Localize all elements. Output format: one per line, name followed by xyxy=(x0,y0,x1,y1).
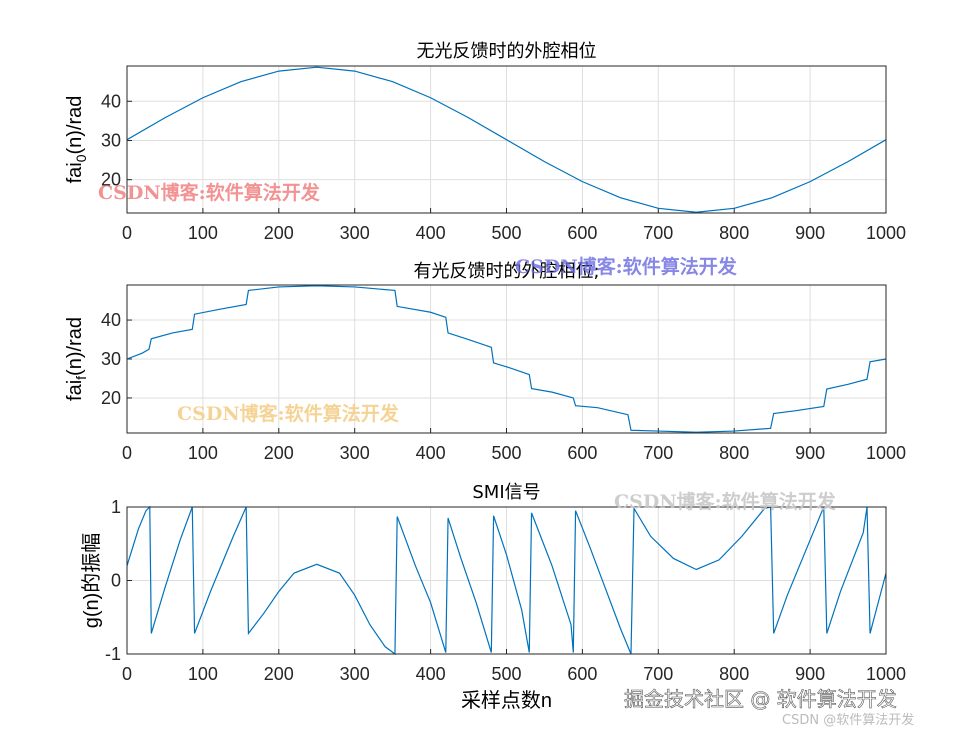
y-axis-label-3: g(n)的振幅 xyxy=(80,533,103,629)
watermark-juejin: 掘金技术社区 @ 软件算法开发 xyxy=(624,687,897,711)
series-line-faif xyxy=(126,285,887,433)
x-tick-label: 300 xyxy=(340,223,370,243)
y-tick-label: 0 xyxy=(111,571,121,591)
x-tick-label: 800 xyxy=(719,443,749,463)
x-tick-label: 900 xyxy=(795,443,825,463)
x-tick-label: 800 xyxy=(719,223,749,243)
subplot-phase-no-feedback: 0 100 200 300 400 500 600 700 800 900 1000 203040 … xyxy=(64,41,906,243)
y-axis-label-2: faif(n)/rad xyxy=(64,317,89,401)
y-tick-labels-1: 20 30 40 xyxy=(101,91,121,189)
axis-frame xyxy=(126,65,887,214)
series-fai0 xyxy=(126,65,887,214)
x-tick-label: 900 xyxy=(795,223,825,243)
y-tick-label: -1 xyxy=(105,644,121,664)
x-tick-label: 600 xyxy=(567,443,597,463)
chart-title-2: 有光反馈时的外腔相位; xyxy=(413,261,599,282)
watermark-csdn-blue: CSDN博客:软件算法开发 xyxy=(515,255,738,278)
x-tick-label: 400 xyxy=(416,223,446,243)
x-tick-label: 1000 xyxy=(866,443,906,463)
x-tick-label: 700 xyxy=(643,664,673,684)
chart-title-3: SMI信号 xyxy=(472,482,540,503)
series-faif xyxy=(126,284,887,434)
x-tick-label: 200 xyxy=(264,664,294,684)
x-tick-labels-1: 0 100 200 300 400 500 600 700 800 900 1000 xyxy=(122,223,906,243)
y-tick-labels-2: 20 30 40 xyxy=(101,310,121,408)
x-tick-label: 100 xyxy=(188,443,218,463)
x-tick-label: 1000 xyxy=(866,664,906,684)
x-axis-label-3: 采样点数n xyxy=(461,689,552,712)
y-tick-label: 40 xyxy=(101,91,121,111)
watermark-csdn-orange: CSDN博客:软件算法开发 xyxy=(177,402,400,425)
x-tick-label: 1000 xyxy=(866,223,906,243)
x-tick-label: 400 xyxy=(416,443,446,463)
series-g xyxy=(126,505,887,656)
watermark-csdn-red: CSDN博客:软件算法开发 xyxy=(98,181,321,204)
y-tick-labels-3: -1 0 1 xyxy=(105,497,121,664)
subplot-smi-signal: 0 100 200 300 400 500 600 700 800 900 1000 -101 SM… xyxy=(80,482,906,712)
x-tick-label: 600 xyxy=(567,664,597,684)
y-tick-label: 30 xyxy=(101,349,121,369)
y-tick-label: 1 xyxy=(111,497,121,517)
x-tick-label: 100 xyxy=(188,223,218,243)
axis-frame xyxy=(126,284,887,434)
y-tick-label: 30 xyxy=(101,130,121,150)
x-tick-label: 700 xyxy=(643,443,673,463)
x-tick-label: 300 xyxy=(340,443,370,463)
x-tick-label: 100 xyxy=(188,664,218,684)
x-tick-label: 0 xyxy=(122,664,132,684)
y-tick-label: 40 xyxy=(101,310,121,330)
watermark-csdn-gray: CSDN博客:软件算法开发 xyxy=(614,490,837,513)
x-tick-label: 500 xyxy=(491,664,521,684)
y-tick-label: 20 xyxy=(101,388,121,408)
x-tick-label: 500 xyxy=(491,223,521,243)
x-tick-label: 700 xyxy=(643,223,673,243)
series-line-fai0 xyxy=(126,66,887,213)
axis-frame xyxy=(126,506,887,655)
chart-title-1: 无光反馈时的外腔相位 xyxy=(417,41,597,62)
x-tick-label: 800 xyxy=(719,664,749,684)
x-tick-label: 600 xyxy=(567,223,597,243)
x-tick-label: 400 xyxy=(416,664,446,684)
x-tick-label: 0 xyxy=(122,223,132,243)
x-tick-label: 200 xyxy=(264,223,294,243)
x-tick-label: 500 xyxy=(491,443,521,463)
x-tick-labels-2: 0 100 200 300 400 500 600 700 800 900 1000 xyxy=(122,443,906,463)
x-tick-label: 900 xyxy=(795,664,825,684)
y-axis-label-1: fai0(n)/rad xyxy=(64,96,89,184)
watermark-csdn-footer: CSDN @软件算法开发 xyxy=(782,712,914,728)
y-tick-label: 20 xyxy=(101,170,121,190)
x-tick-label: 300 xyxy=(340,664,370,684)
x-tick-label: 200 xyxy=(264,443,294,463)
x-tick-labels-3: 0 100 200 300 400 500 600 700 800 900 1000 xyxy=(122,664,906,684)
subplot-phase-with-feedback: 0 100 200 300 400 500 600 700 800 900 1000 203040 … xyxy=(64,261,906,463)
x-tick-label: 0 xyxy=(122,443,132,463)
